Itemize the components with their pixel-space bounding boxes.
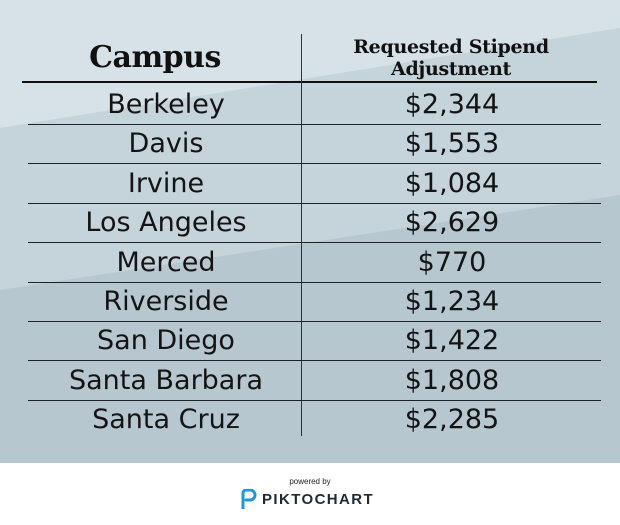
bg-shape-bottom <box>0 195 620 463</box>
piktochart-brand[interactable]: PIKTOCHART <box>240 488 374 510</box>
table-row: San Diego $1,422 <box>0 321 620 360</box>
table-row: Los Angeles $2,629 <box>0 203 620 242</box>
campus-cell: Davis <box>128 128 204 160</box>
footer: powered by PIKTOCHART <box>0 463 620 525</box>
row-divider <box>28 281 601 283</box>
table-row: Riverside $1,234 <box>0 282 620 321</box>
brand-name: PIKTOCHART <box>262 490 375 508</box>
campus-cell: Berkeley <box>107 89 225 120</box>
stipend-cell: $2,629 <box>404 207 500 239</box>
powered-by-text: powered by <box>289 477 331 486</box>
header-divider <box>22 81 597 83</box>
campus-cell: Los Angeles <box>85 207 247 239</box>
stipend-cell: $770 <box>417 246 487 278</box>
row-divider <box>28 163 601 165</box>
row-divider <box>28 202 601 204</box>
table-panel: Campus Requested Stipend Adjustment Berk… <box>0 0 620 463</box>
row-divider <box>28 242 601 244</box>
row-divider <box>28 320 601 322</box>
campus-cell: Santa Barbara <box>68 364 263 396</box>
stipend-cell: $1,808 <box>404 364 500 396</box>
campus-cell: Santa Cruz <box>92 404 240 436</box>
campus-cell: San Diego <box>97 325 235 357</box>
column-divider <box>301 34 302 436</box>
stipend-cell: $2,285 <box>404 404 500 436</box>
stipend-cell: $1,553 <box>404 128 500 160</box>
stipend-cell: $1,422 <box>404 325 500 357</box>
campus-cell: Irvine <box>127 167 205 199</box>
table-row: Davis $1,553 <box>0 124 620 163</box>
piktochart-logo-icon <box>241 489 257 509</box>
table-row: Santa Cruz $2,285 <box>0 400 620 439</box>
table-row: Irvine $1,084 <box>0 164 620 203</box>
table-row: Merced $770 <box>0 243 620 282</box>
row-divider <box>28 360 601 362</box>
table-row: Berkeley $2,344 <box>0 85 620 124</box>
row-divider <box>28 123 601 125</box>
header-stipend-line2: Adjustment <box>391 58 511 80</box>
background-shapes <box>0 0 620 463</box>
bg-shape-top <box>0 0 620 128</box>
header-stipend: Requested Stipend Adjustment <box>330 36 572 80</box>
stipend-cell: $1,084 <box>404 167 500 199</box>
stipend-cell: $2,344 <box>404 89 500 120</box>
header-stipend-line1: Requested Stipend <box>353 36 549 58</box>
table-row: Santa Barbara $1,808 <box>0 361 620 400</box>
campus-cell: Merced <box>116 246 216 278</box>
header-campus: Campus <box>89 40 221 75</box>
stipend-cell: $1,234 <box>404 286 500 317</box>
campus-cell: Riverside <box>103 286 229 317</box>
row-divider <box>28 399 601 401</box>
